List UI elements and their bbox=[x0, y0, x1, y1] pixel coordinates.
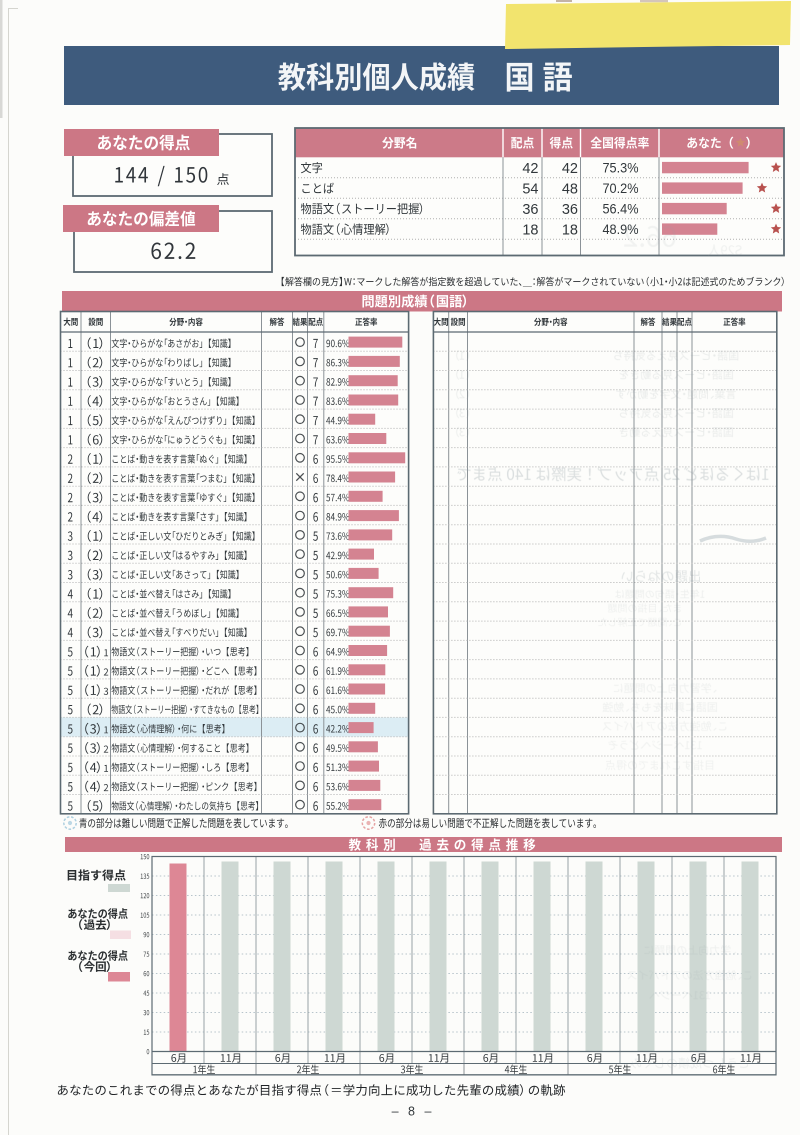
svg-text:48: 48 bbox=[562, 181, 578, 197]
svg-text:18: 18 bbox=[522, 222, 538, 238]
svg-text:18: 18 bbox=[562, 222, 578, 238]
svg-text:70.2%: 70.2% bbox=[603, 181, 639, 196]
svg-text:56.4%: 56.4% bbox=[603, 201, 639, 216]
svg-text:– 8 –: – 8 – bbox=[392, 1105, 435, 1119]
svg-text:48.9%: 48.9% bbox=[603, 222, 639, 237]
svg-text:42: 42 bbox=[522, 161, 538, 177]
svg-text:36: 36 bbox=[562, 202, 578, 218]
svg-text:75.3%: 75.3% bbox=[603, 160, 639, 175]
svg-text:36: 36 bbox=[522, 202, 538, 218]
svg-text:54: 54 bbox=[522, 181, 538, 197]
svg-text:42: 42 bbox=[562, 161, 578, 177]
